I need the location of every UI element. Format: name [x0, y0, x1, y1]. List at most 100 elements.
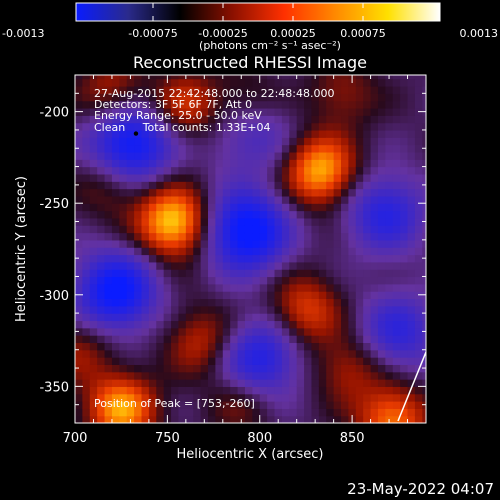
heatmap-cell — [289, 137, 298, 146]
heatmap-cell — [163, 408, 172, 417]
heatmap-cell — [400, 78, 409, 87]
heatmap-cell — [178, 269, 187, 278]
heatmap-cell — [156, 269, 165, 278]
heatmap-cell — [82, 283, 91, 292]
heatmap-cell — [348, 298, 357, 307]
heatmap-cell — [296, 342, 305, 351]
heatmap-cell — [289, 75, 298, 80]
heatmap-cell — [193, 75, 202, 80]
heatmap-cell — [267, 137, 276, 146]
heatmap-cell — [392, 298, 401, 307]
heatmap-cell — [200, 115, 209, 124]
heatmap-cell — [341, 313, 350, 322]
heatmap-cell — [355, 247, 364, 256]
heatmap-cell — [274, 137, 283, 146]
heatmap-cell — [119, 349, 128, 358]
heatmap-cell — [126, 85, 135, 94]
heatmap-cell — [163, 379, 172, 387]
heatmap-cell — [193, 320, 202, 329]
heatmap-cell — [289, 261, 298, 270]
heatmap-cell — [274, 144, 283, 153]
x-tick-label: 850 — [340, 431, 365, 446]
heatmap-cell — [355, 342, 364, 351]
heatmap-cell — [333, 144, 342, 153]
heatmap-cell — [215, 291, 224, 300]
heatmap-cell — [304, 166, 313, 175]
heatmap-cell — [385, 232, 394, 241]
heatmap-cell — [333, 298, 342, 307]
heatmap-cell — [252, 298, 261, 307]
heatmap-cell — [104, 75, 113, 80]
heatmap-cell — [274, 349, 283, 358]
heatmap-cell — [185, 166, 194, 175]
heatmap-cell — [274, 283, 283, 292]
heatmap-cell — [333, 386, 342, 395]
heatmap-cell — [244, 298, 253, 307]
heatmap-cell — [75, 137, 83, 146]
heatmap-cell — [171, 261, 180, 270]
heatmap-cell — [178, 115, 187, 124]
heatmap-cell — [333, 327, 342, 336]
heatmap-cell — [185, 320, 194, 329]
heatmap-cell — [163, 181, 172, 190]
heatmap-cell — [392, 78, 401, 87]
heatmap-cell — [119, 291, 128, 300]
heatmap-cell — [111, 276, 120, 285]
heatmap-cell — [111, 401, 120, 409]
heatmap-cell — [311, 93, 320, 102]
heatmap-cell — [119, 239, 128, 248]
heatmap-cell — [392, 313, 401, 322]
heatmap-cell — [326, 217, 335, 226]
heatmap-cell — [75, 386, 83, 395]
heatmap-cell — [422, 239, 426, 248]
heatmap-cell — [333, 217, 342, 226]
heatmap-cell — [237, 78, 246, 87]
heatmap-cell — [178, 210, 187, 219]
heatmap-cell — [259, 85, 268, 94]
heatmap-cell — [363, 298, 372, 307]
heatmap-cell — [178, 100, 187, 109]
heatmap-cell — [414, 254, 423, 263]
heatmap-cell — [296, 415, 305, 423]
heatmap-cell — [304, 188, 313, 197]
heatmap-image — [75, 75, 426, 423]
heatmap-cell — [274, 320, 283, 329]
heatmap-cell — [267, 151, 276, 160]
heatmap-cell — [348, 305, 357, 314]
heatmap-cell — [89, 129, 98, 138]
heatmap-cell — [267, 327, 276, 336]
heatmap-cell — [208, 166, 216, 175]
heatmap-cell — [89, 173, 98, 182]
heatmap-cell — [422, 188, 426, 197]
heatmap-cell — [400, 291, 409, 300]
heatmap-cell — [252, 159, 261, 168]
heatmap-cell — [208, 415, 216, 423]
heatmap-cell — [178, 159, 187, 168]
heatmap-cell — [148, 269, 157, 278]
heatmap-cell — [267, 159, 276, 168]
heatmap-cell — [281, 393, 290, 402]
heatmap-cell — [318, 78, 327, 87]
heatmap-cell — [222, 203, 231, 212]
heatmap-cell — [422, 415, 426, 423]
heatmap-cell — [274, 203, 283, 212]
heatmap-cell — [392, 320, 401, 329]
heatmap-cell — [422, 269, 426, 278]
heatmap-cell — [296, 210, 305, 219]
heatmap-cell — [185, 313, 194, 322]
heatmap-cell — [141, 107, 150, 116]
heatmap-cell — [222, 85, 231, 94]
heatmap-cell — [237, 364, 246, 373]
heatmap-cell — [252, 305, 261, 314]
heatmap-cell — [274, 342, 283, 351]
heatmap-cell — [281, 217, 290, 226]
heatmap-cell — [326, 181, 335, 190]
heatmap-cell — [119, 305, 128, 314]
heatmap-cell — [185, 210, 194, 219]
heatmap-cell — [171, 408, 180, 417]
heatmap-cell — [259, 261, 268, 270]
heatmap-cell — [267, 129, 276, 138]
heatmap-cell — [208, 386, 216, 395]
heatmap-cell — [296, 239, 305, 248]
heatmap-cell — [281, 159, 290, 168]
